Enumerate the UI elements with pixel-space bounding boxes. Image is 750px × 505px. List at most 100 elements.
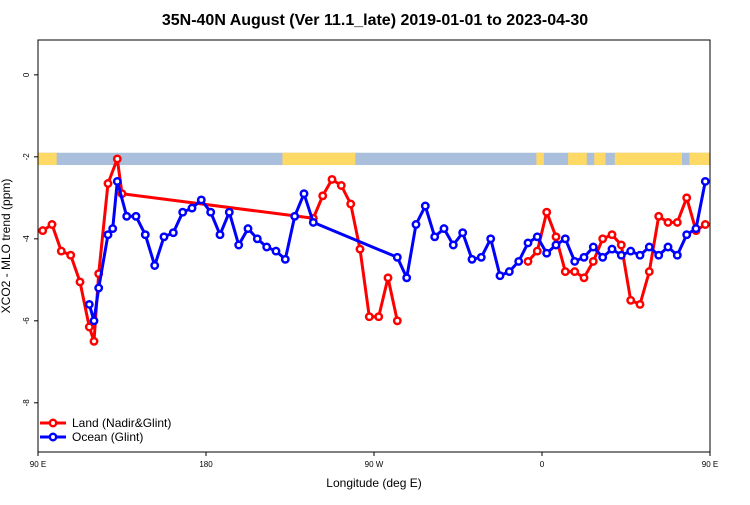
chart-title: 35N-40N August (Ver 11.1_late) 2019-01-0…: [162, 12, 588, 29]
ocean-point: [402, 273, 412, 283]
ocean-point: [112, 176, 122, 186]
ocean-point: [168, 228, 178, 238]
land-point: [355, 244, 365, 254]
land-ocean-band: [38, 152, 710, 166]
ocean-point: [682, 230, 692, 240]
ocean-series: [84, 176, 710, 326]
ocean-point: [196, 195, 206, 205]
ocean-point: [252, 234, 262, 244]
ocean-point: [280, 254, 290, 264]
land-band-segment: [594, 152, 606, 166]
land-point: [579, 273, 589, 283]
ocean-band: [38, 152, 710, 166]
land-point: [75, 277, 85, 287]
land-point: [103, 179, 113, 188]
x-tick-label: 90 E: [702, 460, 718, 469]
ocean-point: [495, 271, 505, 281]
ocean-point: [644, 242, 654, 252]
ocean-point: [523, 238, 533, 248]
land-point: [383, 273, 393, 283]
land-band-segment: [282, 152, 356, 166]
ocean-point: [140, 230, 150, 240]
ocean-point: [108, 224, 118, 234]
land-point: [392, 316, 402, 326]
land-point: [364, 312, 374, 322]
ocean-point: [159, 232, 169, 242]
ocean-point: [243, 224, 253, 234]
land-band-segment: [614, 152, 682, 166]
ocean-point: [514, 256, 524, 266]
ocean-point: [663, 242, 673, 252]
y-tick-label: -8: [22, 399, 31, 407]
ocean-point: [103, 230, 113, 240]
ocean-point: [89, 316, 99, 326]
y-tick-label: -4: [22, 235, 31, 243]
ocean-point: [308, 217, 318, 227]
ocean-point: [467, 254, 477, 264]
land-point: [607, 230, 617, 240]
land-point: [635, 299, 645, 309]
legend-label: Land (Nadir&Glint): [72, 416, 171, 430]
ocean-point: [187, 203, 197, 213]
ocean-point: [131, 211, 141, 221]
land-band-segment: [568, 152, 587, 166]
ocean-point: [616, 250, 626, 260]
ocean-point: [570, 256, 580, 266]
series-layer: [38, 154, 710, 346]
land-point: [346, 199, 356, 209]
land-point: [374, 312, 384, 322]
ocean-point: [392, 252, 402, 262]
ocean-point: [448, 240, 458, 250]
land-point: [560, 267, 570, 277]
land-point: [336, 181, 346, 190]
ocean-point: [458, 228, 468, 238]
land-point: [318, 191, 328, 201]
ocean-point: [542, 248, 552, 258]
x-axis: 90 E 180 90 W 0 90 E: [30, 452, 718, 469]
ocean-point: [84, 299, 94, 309]
land-point: [327, 174, 337, 184]
ocean-point: [150, 261, 160, 270]
ocean-point: [178, 207, 188, 217]
land-point: [551, 232, 561, 242]
ocean-point: [476, 252, 486, 262]
land-band-segment: [689, 152, 710, 166]
ocean-point: [215, 230, 225, 240]
x-tick-label: 90 E: [30, 460, 46, 469]
land-point: [542, 207, 552, 217]
x-tick-label: 0: [540, 460, 545, 469]
land-point: [644, 267, 654, 277]
ocean-point: [607, 244, 617, 254]
land-point: [626, 295, 636, 305]
land-point: [47, 220, 57, 229]
legend: Land (Nadir&Glint)Ocean (Glint): [40, 416, 171, 444]
ocean-point: [234, 240, 244, 250]
ocean-point: [579, 252, 589, 262]
land-band-segment: [536, 152, 544, 166]
land-point: [523, 256, 533, 266]
ocean-point: [588, 242, 598, 252]
ocean-point: [654, 250, 664, 260]
ocean-point: [224, 207, 234, 217]
ocean-point: [598, 252, 608, 262]
ocean-point: [635, 250, 645, 260]
ocean-point: [420, 201, 430, 211]
ocean-point: [299, 189, 309, 199]
ocean-point: [532, 232, 542, 242]
ocean-point: [206, 207, 216, 217]
ocean-point: [122, 211, 132, 221]
ocean-point: [560, 234, 570, 244]
ocean-point: [626, 246, 636, 256]
y-tick-label: 0: [22, 72, 31, 77]
ocean-point: [439, 224, 449, 234]
ocean-point: [551, 240, 561, 250]
y-axis-title: XCO2 - MLO trend (ppm): [0, 179, 13, 314]
land-point: [598, 234, 608, 244]
legend-item-ocean: Ocean (Glint): [40, 430, 143, 444]
land-point: [66, 250, 76, 260]
ocean-point: [271, 246, 281, 256]
land-point: [682, 193, 692, 203]
land-point: [700, 220, 710, 229]
